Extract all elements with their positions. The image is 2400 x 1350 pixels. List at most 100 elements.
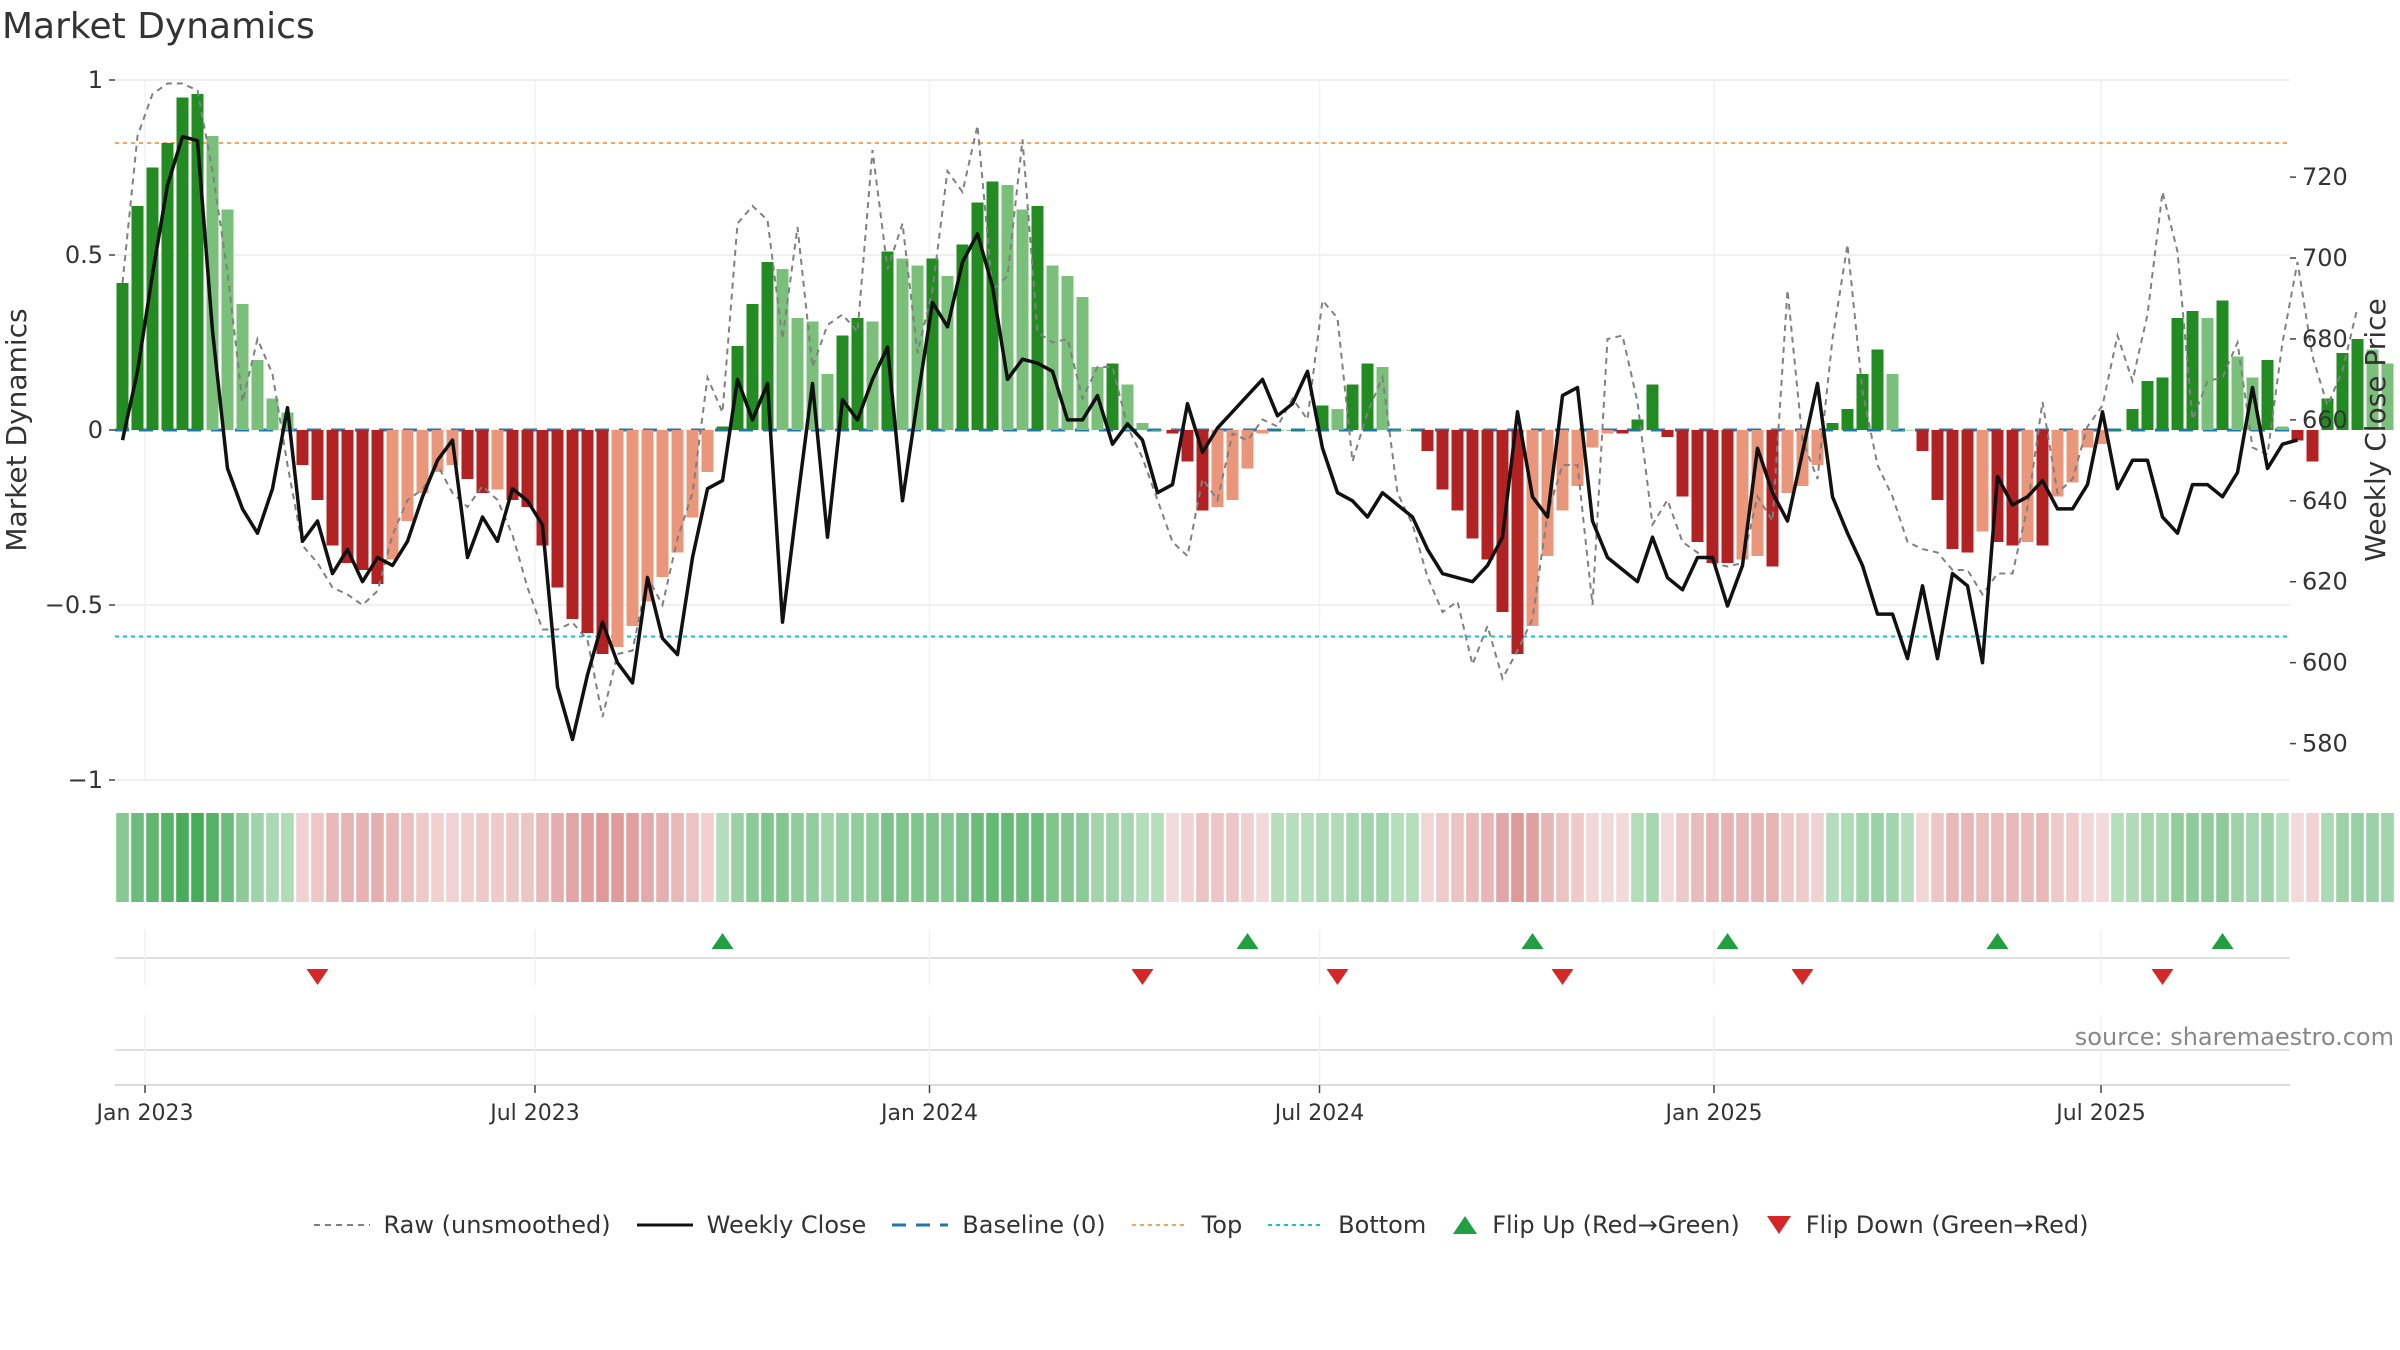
strip-cell [2126,813,2139,902]
strip-cell [281,813,294,902]
dynamics-bar [596,430,609,654]
strip-cell [2006,813,2019,902]
strip-cell [1811,813,1824,902]
dynamics-bar [1481,430,1494,560]
strip-cell [2171,813,2184,902]
dynamics-bar [1766,430,1779,567]
strip-cell [1511,813,1524,902]
strip-cell [1691,813,1704,902]
dynamics-bar [1001,185,1014,430]
flip-up-marker [1986,933,2009,949]
strip-cell [2066,813,2079,902]
dynamics-bar [1436,430,1449,490]
dynamics-bar [1586,430,1599,448]
dynamics-bar [626,430,639,626]
strip-cell [731,813,744,902]
dynamics-bar [521,430,534,507]
top-swatch-icon [1131,1224,1188,1226]
legend-label-baseline: Baseline (0) [962,1211,1106,1239]
flip-down-marker [1131,969,1154,985]
y2-tick-label: 680 [2302,325,2348,353]
x-tick-label: Jul 2025 [2054,1101,2146,1126]
strip-cell [1796,813,1809,902]
dynamics-bar [1496,430,1509,612]
dynamics-bar [1031,206,1044,430]
strip-cell [311,813,324,902]
strip-cell [1646,813,1659,902]
strip-cell [2231,813,2244,902]
flip-up-marker [1236,933,1259,949]
raw-swatch-icon [313,1224,370,1226]
strip-cell [656,813,669,902]
strip-cell [761,813,774,902]
strip-cell [1571,813,1584,902]
flip-down-marker [306,969,329,985]
dynamics-bar [2276,426,2289,430]
dynamics-bar [1691,430,1704,542]
strip-cell [221,813,234,902]
color-strip [116,813,2394,902]
strip-cell [1361,813,1374,902]
close-line [120,134,2298,742]
strip-cell [1421,813,1434,902]
dynamics-bar [1286,430,1299,431]
dynamics-bar [2366,349,2379,430]
legend-label-raw: Raw (unsmoothed) [383,1211,611,1239]
dynamics-bar [2291,430,2304,441]
strip-cell [2321,813,2334,902]
legend-item-flip-down: Flip Down (Green→Red) [1764,1211,2089,1239]
dynamics-bar [2156,377,2169,430]
dynamics-bar [311,430,324,500]
strip-cell [2021,813,2034,902]
dynamics-bar [2306,430,2319,462]
strip-cell [1766,813,1779,902]
dynamics-bar [131,206,144,430]
dynamics-bar [1646,384,1659,430]
dynamics-bar [2111,430,2124,431]
strip-cell [1676,813,1689,902]
strip-cell [1121,813,1134,902]
dynamics-bar [176,97,189,430]
y-tick-label: −1 [68,766,103,794]
strip-cell [1196,813,1209,902]
strip-cell [296,813,309,902]
flip-up-marker [711,933,734,949]
dynamics-bar [1421,430,1434,451]
x-axis: Jan 2023 Jul 2023 Jan 2024 Jul 2024 Jan 2025… [95,1015,2290,1126]
strip-cell [1616,813,1629,902]
dynamics-bar [161,143,174,430]
dynamics-bar [1601,430,1614,434]
dynamics-bar [1661,430,1674,437]
strip-cell [416,813,429,902]
strip-cell [1391,813,1404,902]
strip-cell [626,813,639,902]
strip-cell [1316,813,1329,902]
strip-cell [1856,813,1869,902]
strip-cell [1841,813,1854,902]
dynamics-bar [551,430,564,588]
strip-cell [2036,813,2049,902]
strip-cell [1916,813,1929,902]
strip-cell [596,813,609,902]
strip-cell [1061,813,1074,902]
dynamics-bar [581,430,594,633]
strip-cell [1301,813,1314,902]
dynamics-bar [1346,384,1359,430]
x-tick-label: Jan 2023 [95,1101,194,1126]
strip-cell [1286,813,1299,902]
strip-cell [1406,813,1419,902]
dynamics-bar [1976,430,1989,532]
strip-cell [2216,813,2229,902]
flip-up-marker [1521,933,1544,949]
dynamics-bar [2231,356,2244,430]
strip-cell [1151,813,1164,902]
strip-cell [716,813,729,902]
strip-cell [371,813,384,902]
strip-cell [551,813,564,902]
dynamics-bar [1931,430,1944,500]
dynamics-bar [506,430,519,500]
dynamics-bar [1391,430,1404,431]
strip-cell [1166,813,1179,902]
strip-cell [1331,813,1344,902]
